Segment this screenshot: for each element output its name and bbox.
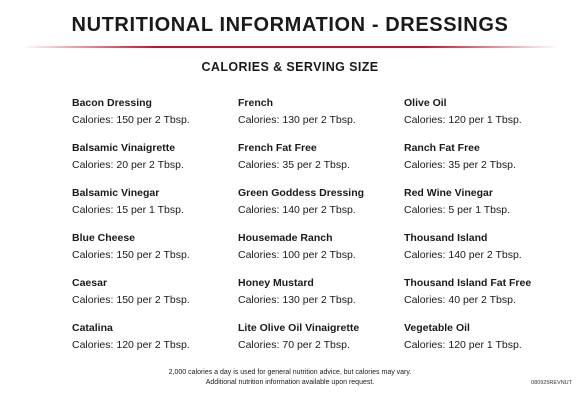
dressing-calories: Calories: 40 per 2 Tbsp. <box>404 294 516 306</box>
dressing-calories: Calories: 35 per 2 Tbsp. <box>238 159 350 171</box>
dressing-item: French Calories: 130 per 2 Tbsp. <box>238 96 408 141</box>
dressings-column-2: French Calories: 130 per 2 Tbsp. French … <box>238 96 408 366</box>
dressing-calories: Calories: 120 per 2 Tbsp. <box>72 339 190 351</box>
dressing-name: French Fat Free <box>238 142 317 154</box>
dressing-name: Thousand Island Fat Free <box>404 277 532 289</box>
dressing-calories: Calories: 5 per 1 Tbsp. <box>404 204 511 216</box>
dressing-item: Blue Cheese Calories: 150 per 2 Tbsp. <box>72 231 242 276</box>
dressing-calories: Calories: 35 per 2 Tbsp. <box>404 159 516 171</box>
dressing-item: Caesar Calories: 150 per 2 Tbsp. <box>72 276 242 321</box>
dressing-name: Balsamic Vinegar <box>72 187 160 199</box>
dressing-item: Thousand Island Calories: 140 per 2 Tbsp… <box>404 231 574 276</box>
dressing-name: Balsamic Vinaigrette <box>72 142 176 154</box>
dressing-item: Catalina Calories: 120 per 2 Tbsp. <box>72 321 242 366</box>
dressing-calories: Calories: 130 per 2 Tbsp. <box>238 294 356 306</box>
page-title: NUTRITIONAL INFORMATION - DRESSINGS <box>71 14 509 36</box>
title-divider <box>22 46 558 48</box>
dressing-item: Balsamic Vinaigrette Calories: 20 per 2 … <box>72 141 242 186</box>
dressing-calories: Calories: 20 per 2 Tbsp. <box>72 159 184 171</box>
dressing-calories: Calories: 140 per 2 Tbsp. <box>404 249 522 261</box>
dressing-name: Red Wine Vinegar <box>404 187 493 199</box>
dressing-calories: Calories: 100 per 2 Tbsp. <box>238 249 356 261</box>
dressing-name: Lite Olive Oil Vinaigrette <box>238 322 360 334</box>
dressing-name: Vegetable Oil <box>404 322 470 334</box>
dressing-calories: Calories: 15 per 1 Tbsp. <box>72 204 184 216</box>
dressing-name: Honey Mustard <box>238 277 314 289</box>
dressing-item: Vegetable Oil Calories: 120 per 1 Tbsp. <box>404 321 574 366</box>
page-subtitle: CALORIES & SERVING SIZE <box>201 60 379 74</box>
footnote: 2,000 calories a day is used for general… <box>0 368 580 388</box>
dressing-item: Thousand Island Fat Free Calories: 40 pe… <box>404 276 574 321</box>
dressing-calories: Calories: 150 per 2 Tbsp. <box>72 294 190 306</box>
dressing-name: Caesar <box>72 277 108 289</box>
dressing-name: Bacon Dressing <box>72 97 152 109</box>
dressing-name: Blue Cheese <box>72 232 136 244</box>
dressing-calories: Calories: 140 per 2 Tbsp. <box>238 204 356 216</box>
dressing-calories: Calories: 150 per 2 Tbsp. <box>72 249 190 261</box>
dressing-name: Ranch Fat Free <box>404 142 480 154</box>
dressing-calories: Calories: 120 per 1 Tbsp. <box>404 339 522 351</box>
dressings-column-1: Bacon Dressing Calories: 150 per 2 Tbsp.… <box>72 96 242 366</box>
dressing-item: Honey Mustard Calories: 130 per 2 Tbsp. <box>238 276 408 321</box>
dressing-item: Olive Oil Calories: 120 per 1 Tbsp. <box>404 96 574 141</box>
dressing-name: Housemade Ranch <box>238 232 333 244</box>
dressing-calories: Calories: 150 per 2 Tbsp. <box>72 114 190 126</box>
document-code: 080925REVNUT <box>531 380 572 386</box>
dressing-item: Housemade Ranch Calories: 100 per 2 Tbsp… <box>238 231 408 276</box>
footnote-line-2: Additional nutrition information availab… <box>205 379 375 386</box>
dressing-name: Thousand Island <box>404 232 488 244</box>
dressing-calories: Calories: 70 per 2 Tbsp. <box>238 339 350 351</box>
dressing-calories: Calories: 120 per 1 Tbsp. <box>404 114 522 126</box>
dressing-name: Green Goddess Dressing <box>238 187 365 199</box>
footnote-line-1: 2,000 calories a day is used for general… <box>168 369 412 376</box>
dressings-column-3: Olive Oil Calories: 120 per 1 Tbsp. Ranc… <box>404 96 574 366</box>
dressing-item: Lite Olive Oil Vinaigrette Calories: 70 … <box>238 321 408 366</box>
dressing-name: Catalina <box>72 322 113 334</box>
dressing-calories: Calories: 130 per 2 Tbsp. <box>238 114 356 126</box>
dressing-item: Bacon Dressing Calories: 150 per 2 Tbsp. <box>72 96 242 141</box>
dressing-item: Ranch Fat Free Calories: 35 per 2 Tbsp. <box>404 141 574 186</box>
dressing-item: Balsamic Vinegar Calories: 15 per 1 Tbsp… <box>72 186 242 231</box>
dressing-item: Red Wine Vinegar Calories: 5 per 1 Tbsp. <box>404 186 574 231</box>
dressing-name: French <box>238 97 274 109</box>
dressing-name: Olive Oil <box>404 97 447 109</box>
dressing-item: French Fat Free Calories: 35 per 2 Tbsp. <box>238 141 408 186</box>
dressing-item: Green Goddess Dressing Calories: 140 per… <box>238 186 408 231</box>
